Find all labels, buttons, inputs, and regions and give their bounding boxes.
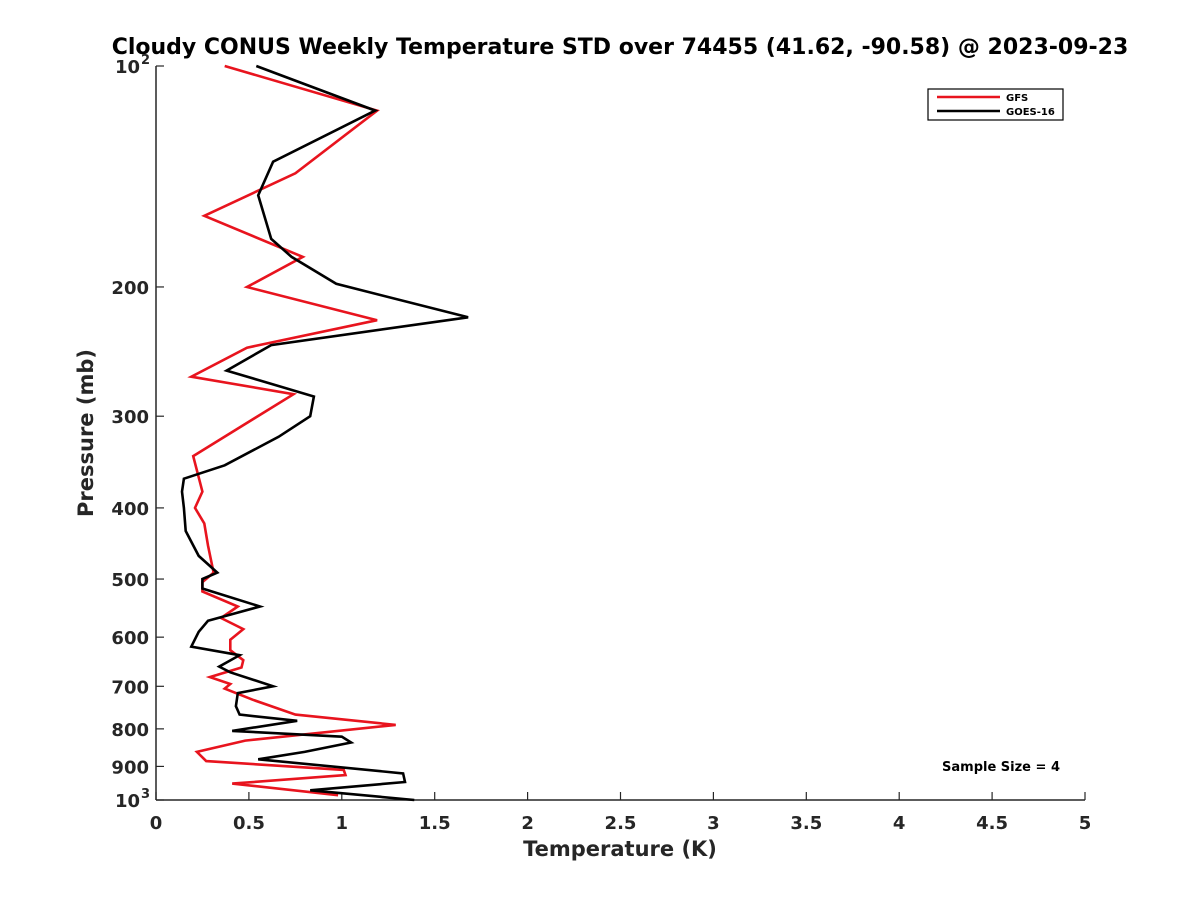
x-tick-label: 1.5 xyxy=(419,813,451,834)
x-tick-label: 0 xyxy=(150,813,163,834)
x-axis-ticks: 0 0.5 1 1.5 2 2.5 3 3.5 4 4.5 5 xyxy=(150,792,1092,834)
y-tick-label: 10 xyxy=(115,791,140,812)
x-axis-label: Temperature (K) xyxy=(523,837,717,861)
y-axis-label: Pressure (mb) xyxy=(74,349,98,517)
x-tick-label: 1 xyxy=(336,813,349,834)
y-tick-label: 200 xyxy=(111,278,149,299)
y-tick-label: 300 xyxy=(111,407,149,428)
x-tick-label: 2 xyxy=(521,813,534,834)
legend-label-goes-16: GOES-16 xyxy=(1006,107,1055,118)
x-tick-label: 5 xyxy=(1079,813,1092,834)
y-tick-exponent: 3 xyxy=(141,787,150,802)
y-tick-label: 900 xyxy=(111,757,149,778)
y-tick-label: 400 xyxy=(111,499,149,520)
legend: GFS GOES-16 xyxy=(927,88,1064,121)
sample-size-annotation: Sample Size = 4 xyxy=(942,760,1060,775)
y-tick-exponent: 2 xyxy=(141,53,150,68)
series-line-goes-16 xyxy=(180,64,469,802)
y-tick-label: 700 xyxy=(111,677,149,698)
y-tick-label: 10 xyxy=(115,57,140,78)
plot-area xyxy=(155,66,1085,801)
y-tick-label: 600 xyxy=(111,628,149,649)
x-tick-label: 2.5 xyxy=(605,813,637,834)
x-tick-label: 3.5 xyxy=(790,813,822,834)
series-layer xyxy=(180,64,469,802)
legend-label-gfs: GFS xyxy=(1006,93,1028,104)
x-tick-label: 4 xyxy=(893,813,906,834)
chart-title: Cloudy CONUS Weekly Temperature STD over… xyxy=(112,35,1129,60)
x-tick-label: 3 xyxy=(707,813,720,834)
x-tick-label: 4.5 xyxy=(976,813,1008,834)
series-line-gfs xyxy=(187,64,396,797)
legend-box xyxy=(927,88,1064,121)
x-tick-label: 0.5 xyxy=(233,813,265,834)
y-tick-label: 800 xyxy=(111,720,149,741)
y-tick-label: 500 xyxy=(111,570,149,591)
